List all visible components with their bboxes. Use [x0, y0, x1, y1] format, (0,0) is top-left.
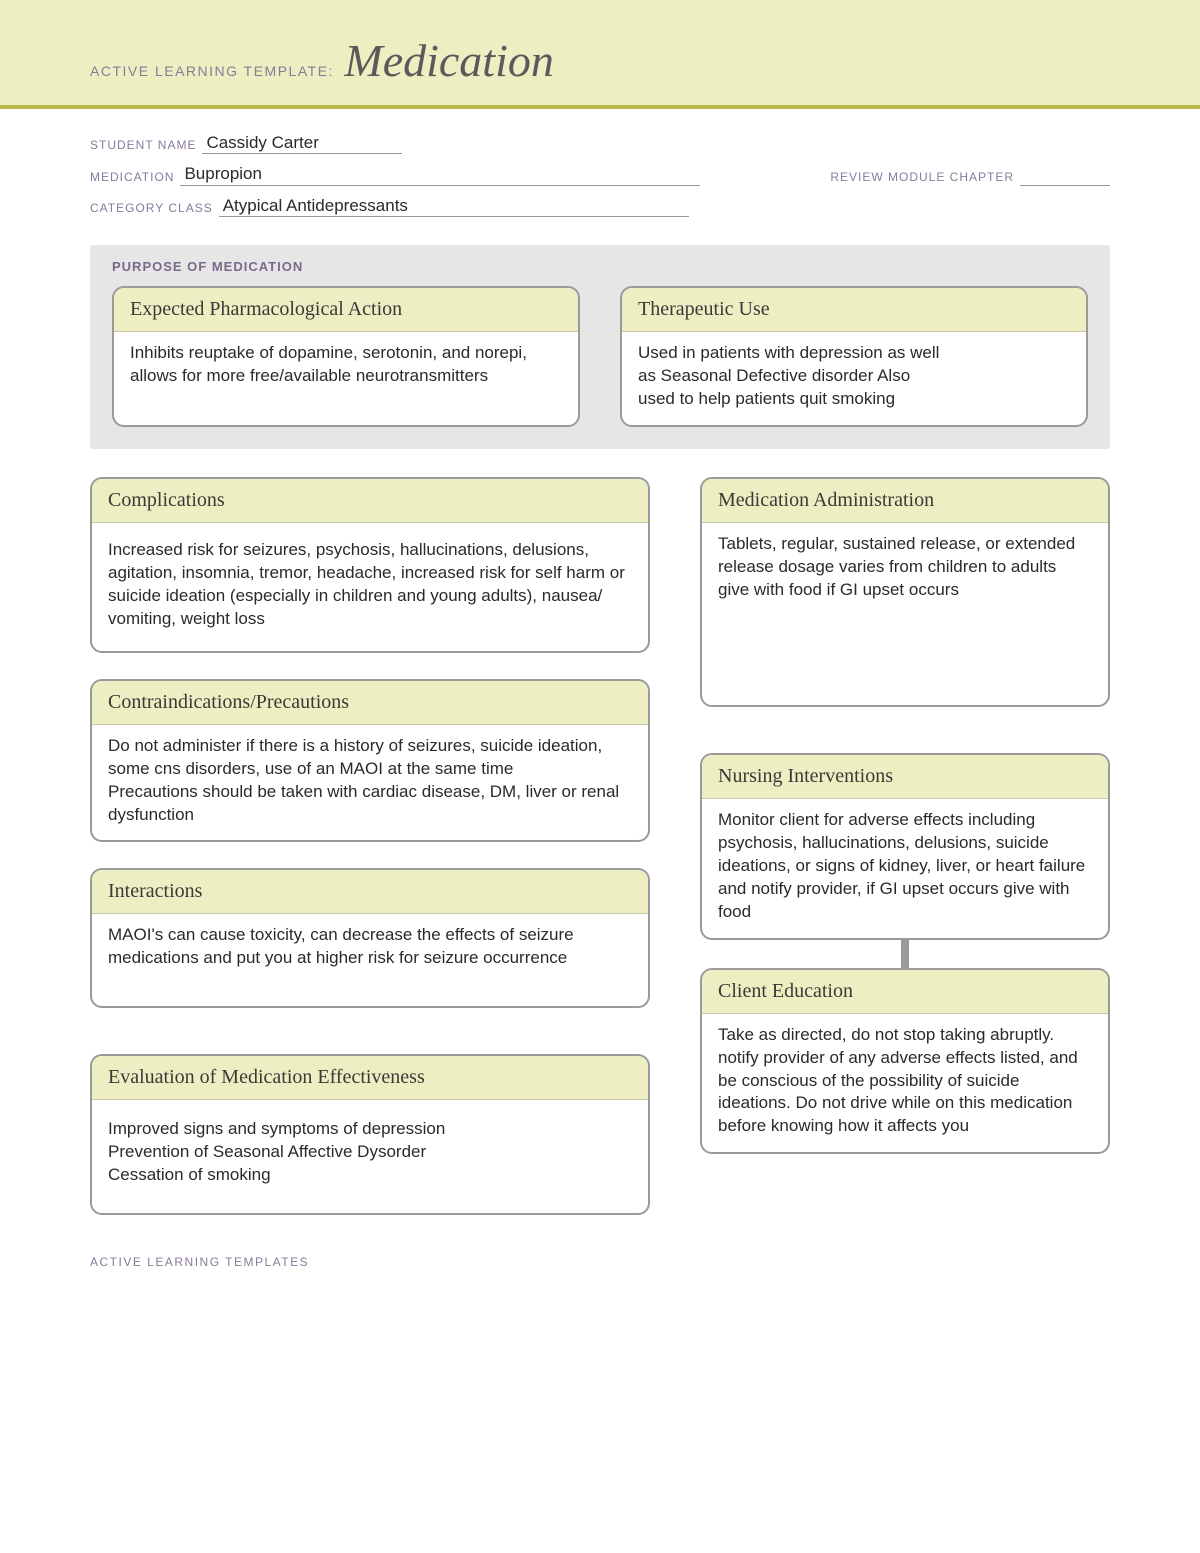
- card-title: Complications: [92, 479, 648, 523]
- header-title: Medication: [344, 35, 554, 86]
- category-row: CATEGORY CLASS Atypical Antidepressants: [90, 196, 1110, 217]
- category-value: Atypical Antidepressants: [219, 196, 689, 217]
- card-body: Tablets, regular, sustained release, or …: [702, 523, 1108, 616]
- category-label: CATEGORY CLASS: [90, 201, 213, 217]
- left-column: Complications Increased risk for seizure…: [90, 477, 650, 1215]
- card-interactions: Interactions MAOI's can cause toxicity, …: [90, 868, 650, 1008]
- review-label: REVIEW MODULE CHAPTER: [830, 170, 1014, 186]
- medication-value: Bupropion: [180, 164, 700, 185]
- header-prefix: ACTIVE LEARNING TEMPLATE:: [90, 63, 334, 79]
- page-body: STUDENT NAME Cassidy Carter MEDICATION B…: [0, 109, 1200, 1309]
- purpose-columns: Expected Pharmacological Action Inhibits…: [112, 286, 1088, 427]
- card-medication-administration: Medication Administration Tablets, regul…: [700, 477, 1110, 707]
- card-body: Inhibits reuptake of dopamine, serotonin…: [114, 332, 578, 402]
- card-title: Interactions: [92, 870, 648, 914]
- review-value: [1020, 185, 1110, 186]
- footer-text: ACTIVE LEARNING TEMPLATES: [90, 1215, 1110, 1269]
- card-body: MAOI's can cause toxicity, can decrease …: [92, 914, 648, 1006]
- medication-row: MEDICATION Bupropion REVIEW MODULE CHAPT…: [90, 164, 1110, 185]
- card-body: Used in patients with depression as well…: [622, 332, 962, 425]
- card-title: Nursing Interventions: [702, 755, 1108, 799]
- card-nursing-interventions: Nursing Interventions Monitor client for…: [700, 753, 1110, 940]
- connector-line: [901, 940, 909, 968]
- fields-block: STUDENT NAME Cassidy Carter MEDICATION B…: [90, 109, 1110, 245]
- card-title: Contraindications/Precautions: [92, 681, 648, 725]
- student-name-value: Cassidy Carter: [202, 133, 402, 154]
- main-grid: Complications Increased risk for seizure…: [90, 477, 1110, 1215]
- purpose-section: PURPOSE OF MEDICATION Expected Pharmacol…: [90, 245, 1110, 449]
- card-pharmacological-action: Expected Pharmacological Action Inhibits…: [112, 286, 580, 427]
- card-body: Monitor client for adverse effects inclu…: [702, 799, 1108, 938]
- card-body: Take as directed, do not stop taking abr…: [702, 1014, 1108, 1153]
- page: ACTIVE LEARNING TEMPLATE: Medication STU…: [0, 0, 1200, 1309]
- student-name-label: STUDENT NAME: [90, 138, 196, 154]
- card-title: Expected Pharmacological Action: [114, 288, 578, 332]
- card-body: Do not administer if there is a history …: [92, 725, 648, 841]
- card-evaluation: Evaluation of Medication Effectiveness I…: [90, 1054, 650, 1215]
- medication-label: MEDICATION: [90, 170, 174, 186]
- card-client-education: Client Education Take as directed, do no…: [700, 968, 1110, 1155]
- card-body: Increased risk for seizures, psychosis, …: [92, 523, 648, 651]
- card-title: Therapeutic Use: [622, 288, 1086, 332]
- header-banner: ACTIVE LEARNING TEMPLATE: Medication: [0, 0, 1200, 109]
- purpose-label: PURPOSE OF MEDICATION: [112, 259, 1088, 274]
- card-title: Medication Administration: [702, 479, 1108, 523]
- card-contraindications: Contraindications/Precautions Do not adm…: [90, 679, 650, 843]
- card-title: Evaluation of Medication Effectiveness: [92, 1056, 648, 1100]
- card-title: Client Education: [702, 970, 1108, 1014]
- student-name-row: STUDENT NAME Cassidy Carter: [90, 133, 1110, 154]
- card-complications: Complications Increased risk for seizure…: [90, 477, 650, 653]
- right-column: Medication Administration Tablets, regul…: [700, 477, 1110, 1215]
- card-therapeutic-use: Therapeutic Use Used in patients with de…: [620, 286, 1088, 427]
- card-body: Improved signs and symptoms of depressio…: [92, 1100, 648, 1213]
